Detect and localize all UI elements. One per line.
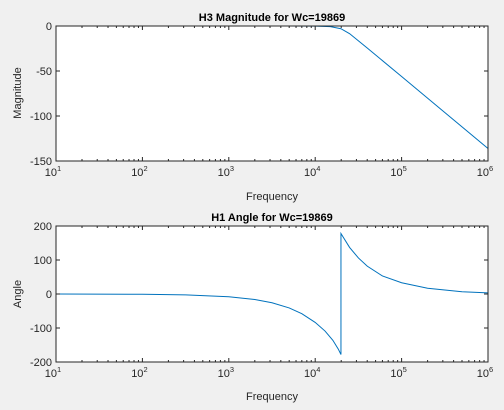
angle-y-tick-label: -200 [30, 357, 52, 369]
magnitude-x-ticks: 101 102 103 104 105 106 [45, 26, 493, 179]
angle-title: H1 Angle for Wc=19869 [211, 212, 333, 224]
magnitude-chart: 101 102 103 104 105 106 0 -50 -100 -150 H3 Magni… [12, 12, 493, 203]
angle-x-tick-label: 104 [304, 365, 320, 380]
angle-y-ticks: 200 100 0 -100 -200 [30, 221, 488, 369]
magnitude-x-tick-label: 106 [477, 164, 493, 179]
angle-x-tick-label: 102 [131, 365, 147, 380]
magnitude-x-tick-label: 105 [390, 164, 406, 179]
angle-series-line [55, 231, 489, 355]
angle-y-tick-label: -100 [30, 323, 52, 335]
magnitude-x-axis-label: Frequency [246, 191, 298, 203]
angle-y-axis-label: Angle [12, 280, 24, 308]
magnitude-y-tick-label: 0 [46, 21, 52, 33]
magnitude-x-tick-label: 102 [131, 164, 147, 179]
magnitude-y-tick-label: -150 [30, 156, 52, 168]
angle-x-ticks: 101 102 103 104 105 106 [45, 226, 493, 380]
magnitude-y-tick-label: -100 [30, 111, 52, 123]
magnitude-y-tick-label: -50 [36, 66, 52, 78]
angle-x-tick-label: 105 [390, 365, 406, 380]
angle-x-tick-label: 106 [477, 365, 493, 380]
angle-y-tick-label: 0 [46, 289, 52, 301]
angle-x-tick-label: 103 [218, 365, 234, 380]
angle-series-line-group [55, 231, 489, 355]
magnitude-y-ticks: 0 -50 -100 -150 [30, 21, 488, 168]
angle-x-axis-label: Frequency [246, 391, 298, 403]
magnitude-plot-area [56, 26, 488, 161]
magnitude-y-axis-label: Magnitude [12, 67, 24, 118]
magnitude-x-tick-label: 103 [218, 164, 234, 179]
angle-x-tick-label: 101 [45, 365, 61, 380]
angle-y-tick-label: 100 [34, 255, 52, 267]
magnitude-x-tick-label: 104 [304, 164, 320, 179]
angle-chart: 101 102 103 104 105 106 200 100 0 -100 -200 H1 An… [12, 212, 493, 403]
angle-y-tick-label: 200 [34, 221, 52, 233]
magnitude-plot-frame [55, 25, 489, 162]
magnitude-x-tick-label: 101 [45, 164, 61, 179]
magnitude-title: H3 Magnitude for Wc=19869 [199, 12, 345, 24]
